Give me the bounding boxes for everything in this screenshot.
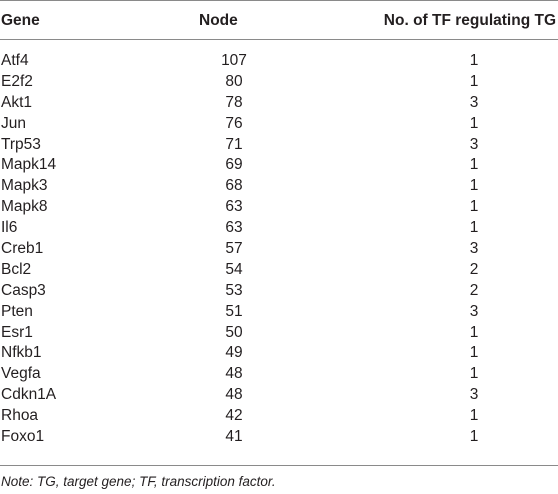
- cell-node: 48: [225, 386, 243, 404]
- cell-node: 42: [225, 407, 243, 425]
- cell-node: 41: [225, 428, 243, 446]
- cell-node: 49: [225, 344, 243, 362]
- cell-gene: E2f2: [1, 72, 33, 90]
- table-row: Nfkb1 49 1: [0, 343, 558, 364]
- table-row: Creb1 57 3: [0, 239, 558, 260]
- cell-tf-count: 1: [469, 198, 479, 216]
- cell-gene: Nfkb1: [1, 344, 42, 362]
- cell-node: 50: [225, 323, 243, 341]
- table-row: Trp53 71 3: [0, 135, 558, 156]
- table-row: Akt1 78 3: [0, 93, 558, 114]
- header-tf-count: No. of TF regulating TG: [383, 12, 556, 29]
- cell-node: 107: [221, 52, 247, 69]
- header-node: Node: [199, 12, 238, 29]
- cell-node: 57: [225, 240, 243, 258]
- cell-gene: Jun: [1, 114, 26, 132]
- cell-tf-count: 3: [469, 240, 479, 258]
- cell-tf-count: 1: [469, 156, 479, 174]
- cell-gene: Atf4: [1, 52, 29, 69]
- cell-node: 76: [225, 114, 243, 132]
- table-row: Jun 76 1: [0, 114, 558, 135]
- table-row: Bcl2 54 2: [0, 260, 558, 281]
- cell-gene: Esr1: [1, 323, 33, 341]
- table-row: Mapk3 68 1: [0, 176, 558, 197]
- table-row: Esr1 50 1: [0, 323, 558, 344]
- cell-tf-count: 3: [469, 302, 479, 320]
- table-body: Atf4 107 1 E2f2 80 1 Akt1 78 3 Jun 76 1 Trp53 71 3 Mapk…: [0, 51, 558, 448]
- header-gene: Gene: [1, 12, 40, 29]
- cell-gene: Casp3: [1, 281, 46, 299]
- table-row: Rhoa 42 1: [0, 406, 558, 427]
- cell-gene: Creb1: [1, 240, 44, 258]
- cell-tf-count: 2: [469, 281, 479, 299]
- table-row: E2f2 80 1: [0, 72, 558, 93]
- cell-gene: Il6: [1, 219, 18, 237]
- cell-gene: Mapk8: [1, 198, 48, 216]
- cell-node: 78: [225, 93, 243, 111]
- cell-node: 63: [225, 198, 243, 216]
- cell-node: 53: [225, 281, 243, 299]
- cell-tf-count: 1: [469, 72, 479, 90]
- table-row: Foxo1 41 1: [0, 427, 558, 448]
- table-row: Cdkn1A 48 3: [0, 385, 558, 406]
- cell-gene: Trp53: [1, 135, 41, 153]
- cell-tf-count: 1: [469, 177, 479, 195]
- cell-tf-count: 3: [469, 386, 479, 404]
- table-row: Il6 63 1: [0, 218, 558, 239]
- table-row: Pten 51 3: [0, 302, 558, 323]
- cell-gene: Rhoa: [1, 407, 39, 425]
- cell-gene: Pten: [1, 302, 33, 320]
- cell-gene: Cdkn1A: [1, 386, 57, 404]
- cell-node: 69: [225, 156, 243, 174]
- table-row: Atf4 107 1: [0, 51, 558, 72]
- cell-tf-count: 1: [469, 52, 479, 69]
- cell-gene: Vegfa: [1, 365, 41, 383]
- cell-tf-count: 1: [469, 344, 479, 362]
- cell-node: 51: [225, 302, 243, 320]
- cell-tf-count: 3: [469, 93, 479, 111]
- cell-gene: Mapk3: [1, 177, 48, 195]
- cell-tf-count: 1: [469, 407, 479, 425]
- table-row: Casp3 53 2: [0, 281, 558, 302]
- cell-node: 54: [225, 260, 243, 278]
- cell-tf-count: 1: [469, 323, 479, 341]
- cell-tf-count: 3: [469, 135, 479, 153]
- top-rule: [0, 0, 558, 1]
- cell-tf-count: 1: [469, 219, 479, 237]
- cell-node: 80: [225, 72, 243, 90]
- table-row: Vegfa 48 1: [0, 364, 558, 385]
- cell-gene: Bcl2: [1, 260, 32, 278]
- header-rule: [0, 39, 558, 40]
- cell-gene: Mapk14: [1, 156, 57, 174]
- cell-node: 68: [225, 177, 243, 195]
- bottom-rule: [0, 465, 558, 466]
- cell-tf-count: 2: [469, 260, 479, 278]
- table-row: Mapk8 63 1: [0, 197, 558, 218]
- table-row: Mapk14 69 1: [0, 155, 558, 176]
- cell-gene: Akt1: [1, 93, 33, 111]
- cell-node: 71: [225, 135, 243, 153]
- cell-gene: Foxo1: [1, 428, 45, 446]
- cell-node: 63: [225, 219, 243, 237]
- cell-tf-count: 1: [469, 365, 479, 383]
- cell-tf-count: 1: [469, 114, 479, 132]
- cell-node: 48: [225, 365, 243, 383]
- table-note: Note: TG, target gene; TF, transcription…: [1, 474, 276, 489]
- cell-tf-count: 1: [469, 428, 479, 446]
